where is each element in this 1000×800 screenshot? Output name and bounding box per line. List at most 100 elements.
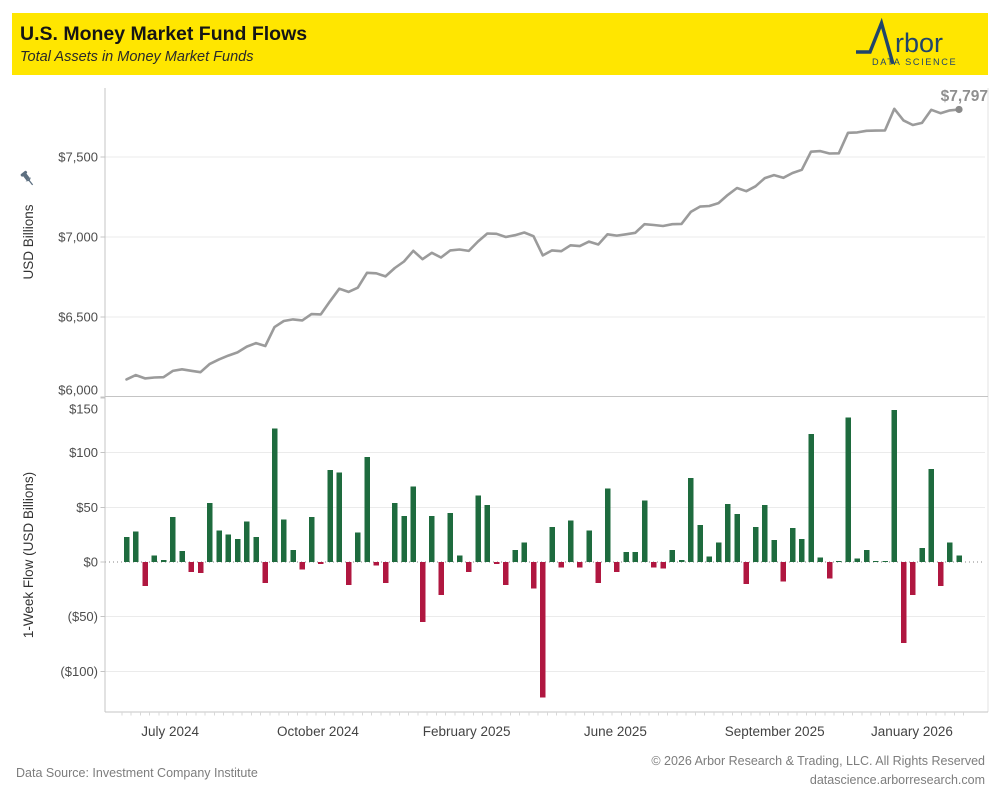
flow-bar <box>475 495 481 562</box>
flow-bar <box>308 517 315 562</box>
flow-bar <box>133 531 139 562</box>
arbor-logo: rbor DATA SCIENCE <box>852 17 974 71</box>
flow-bar <box>429 516 435 562</box>
flow-bar <box>447 512 453 562</box>
flow-bar <box>355 532 361 562</box>
flow-bar <box>401 516 407 562</box>
flow-bar <box>891 409 897 562</box>
footer-right: © 2026 Arbor Research & Trading, LLC. Al… <box>651 752 985 794</box>
flow-bar <box>956 555 962 562</box>
flow-bar <box>910 562 916 595</box>
flow-bar <box>734 513 740 562</box>
data-source-note: Data Source: Investment Company Institut… <box>16 766 258 780</box>
flow-bar <box>160 559 167 562</box>
flow-bar <box>836 560 842 562</box>
flow-bar <box>919 547 925 562</box>
flow-bar <box>299 562 305 570</box>
line-axis-title: USD Billions <box>21 204 36 279</box>
flow-bar <box>863 549 870 562</box>
flow-bar <box>854 558 860 562</box>
flow-bar <box>336 472 342 562</box>
flow-bar <box>419 562 426 623</box>
flow-bar <box>438 562 444 595</box>
flow-bar <box>928 469 934 562</box>
flow-bar <box>234 539 241 562</box>
flow-bar <box>558 562 564 568</box>
flow-bar <box>271 428 278 562</box>
y-tick-label: $100 <box>69 445 98 460</box>
y-tick-label: $7,000 <box>58 230 98 245</box>
y-tick-label: ($100) <box>60 664 98 679</box>
assets-line <box>125 107 961 381</box>
flow-bar <box>549 526 555 562</box>
flow-bar <box>937 562 944 587</box>
flow-bar <box>290 549 296 562</box>
flow-bar <box>789 528 796 562</box>
pushpin-icon <box>28 180 34 186</box>
y-tick-label: ($50) <box>68 609 98 624</box>
flow-bar <box>466 562 472 572</box>
y-tick-label: $7,500 <box>58 150 98 165</box>
header-banner: U.S. Money Market Fund Flows Total Asset… <box>12 13 988 75</box>
flow-bar <box>281 519 287 562</box>
flow-bar <box>262 562 268 583</box>
flow-bar <box>123 536 130 562</box>
flow-bar <box>604 488 611 562</box>
flow-bar <box>207 502 213 562</box>
last-value-annotation: $7,797 <box>941 88 988 105</box>
flow-bar <box>197 562 204 573</box>
flow-bar <box>456 555 463 562</box>
flow-bar <box>947 542 953 562</box>
y-tick-label: $50 <box>76 500 98 515</box>
flow-bar <box>188 562 194 572</box>
flow-bar <box>817 557 823 562</box>
pushpin-icon <box>20 170 28 177</box>
flow-bar <box>318 562 324 565</box>
flow-bar <box>244 521 250 562</box>
flow-bar <box>762 505 768 562</box>
flow-bar <box>521 542 527 562</box>
flow-bar <box>484 505 490 562</box>
fund-flows-chart-svg: $7,500 $7,000 $6,500 $6,000 $150 $100 $50 $0 ($5… <box>20 88 989 739</box>
flow-bar <box>382 562 389 583</box>
flow-bar <box>345 562 352 585</box>
logo-chartline-icon <box>856 17 895 65</box>
flow-bar <box>410 486 416 562</box>
flow-bar <box>799 539 805 562</box>
logo-tagline: DATA SCIENCE <box>872 57 957 67</box>
header-titles: U.S. Money Market Fund Flows Total Asset… <box>20 23 307 64</box>
flow-bar <box>577 562 583 568</box>
flow-bar <box>752 526 759 562</box>
flow-bar <box>586 530 592 562</box>
flow-bar <box>216 530 222 562</box>
footer: Data Source: Investment Company Institut… <box>16 752 985 794</box>
flow-bar <box>725 504 731 562</box>
flow-bar <box>873 560 879 562</box>
flow-bar <box>632 552 638 562</box>
fund-flows-chart: $7,500 $7,000 $6,500 $6,000 $150 $100 $50 $0 ($5… <box>0 80 1000 748</box>
flow-bar <box>512 549 518 562</box>
flow-bar <box>364 456 370 562</box>
flow-bar <box>669 549 675 562</box>
page-title: U.S. Money Market Fund Flows <box>20 23 308 46</box>
flow-bar <box>225 534 231 562</box>
flow-bar <box>771 540 777 562</box>
flow-bar <box>540 562 546 698</box>
flow-bar <box>660 562 666 569</box>
page-subtitle: Total Assets in Money Market Funds <box>20 48 254 65</box>
flow-bar <box>614 562 620 572</box>
logo-name: rbor <box>895 28 943 58</box>
flow-bar <box>179 551 185 562</box>
flow-bar <box>623 552 629 562</box>
flow-bar <box>688 477 694 562</box>
flow-bar <box>697 524 703 562</box>
flow-bar <box>900 562 907 643</box>
month-label: July 2024 <box>141 724 199 739</box>
flow-bar <box>678 559 685 562</box>
flow-bar <box>595 562 601 583</box>
flow-bar <box>253 536 259 562</box>
month-label: January 2026 <box>871 724 953 739</box>
flow-bars-panel <box>123 409 962 698</box>
flow-bar <box>641 500 648 562</box>
